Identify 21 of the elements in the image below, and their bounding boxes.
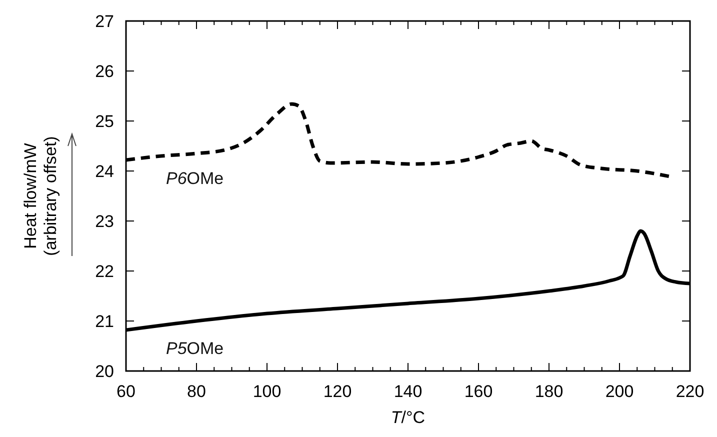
- y-tick-label: 26: [95, 62, 114, 81]
- y-tick-label: 22: [95, 262, 114, 281]
- x-tick-label: 200: [605, 382, 634, 401]
- x-tick-label: 60: [116, 382, 136, 401]
- y-tick-label: 20: [95, 362, 114, 381]
- x-axis-title: T/°C: [390, 408, 426, 427]
- x-tick-label: 220: [676, 382, 704, 401]
- x-tick-label: 180: [534, 382, 564, 401]
- x-tick-label: 140: [394, 382, 422, 401]
- series-label: P6OMe: [166, 169, 224, 188]
- y-tick-label: 27: [95, 12, 114, 31]
- y-tick-label: 21: [95, 312, 114, 331]
- y-tick-label: 23: [95, 212, 114, 231]
- x-tick-label: 120: [323, 382, 352, 401]
- series-label: P5OMe: [166, 339, 224, 358]
- x-tick-label: 80: [187, 382, 206, 401]
- y-tick-label: 25: [95, 112, 114, 131]
- y-tick-label: 24: [95, 162, 114, 181]
- x-tick-label: 160: [464, 382, 493, 401]
- y-axis-title: Heat flow/mW (arbitrary offset): [21, 136, 60, 256]
- x-tick-label: 100: [252, 382, 282, 401]
